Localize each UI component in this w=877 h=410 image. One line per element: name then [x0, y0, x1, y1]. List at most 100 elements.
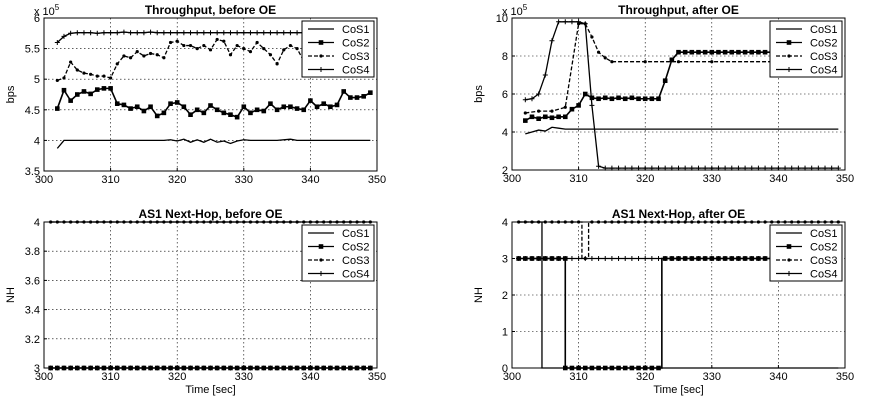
data-point [616, 365, 621, 371]
data-point [81, 30, 87, 36]
data-point [582, 91, 588, 97]
legend-label: CoS2 [810, 242, 838, 254]
y-tick-label: 3.4 [25, 305, 40, 317]
y-tick-label: 3 [502, 254, 508, 266]
legend-entry-CoS2: CoS2 [776, 38, 838, 50]
legend-entry-CoS3: CoS3 [776, 255, 838, 267]
data-point [308, 220, 312, 224]
x-axis-label: Time [sec] [653, 384, 703, 396]
data-point [523, 111, 527, 115]
legend-label: CoS4 [342, 269, 370, 281]
data-point [248, 50, 253, 54]
data-point [702, 256, 708, 261]
data-point [135, 50, 139, 54]
data-point [74, 30, 80, 36]
data-point [69, 220, 73, 224]
data-point [762, 165, 768, 171]
legend-box [769, 20, 843, 78]
data-point [609, 256, 615, 261]
data-point [715, 256, 721, 261]
data-point [202, 220, 206, 224]
x-axis-label: Time [sec] [185, 384, 235, 396]
data-point [128, 106, 133, 111]
legend-entry-CoS1: CoS1 [776, 228, 838, 240]
data-point [536, 116, 541, 121]
data-point [95, 74, 99, 78]
legend-label: CoS1 [342, 228, 370, 240]
data-point [576, 103, 581, 108]
data-point [810, 220, 814, 224]
series-line-CoS4 [56, 31, 318, 43]
data-point [362, 220, 366, 224]
data-point [735, 256, 741, 261]
data-point [830, 220, 834, 224]
data-point [569, 365, 575, 371]
data-point [94, 87, 100, 92]
data-point [689, 165, 695, 171]
data-point [267, 365, 273, 371]
data-point [48, 365, 54, 371]
series-CoS4 [516, 256, 841, 261]
data-point [602, 256, 608, 261]
data-point [550, 109, 554, 113]
data-point [161, 365, 167, 371]
data-point [689, 49, 695, 55]
data-point [562, 19, 568, 25]
data-point [829, 165, 835, 171]
data-point [656, 220, 661, 224]
data-point [275, 62, 279, 66]
data-point [221, 110, 227, 116]
data-point [610, 60, 614, 64]
data-point [287, 30, 293, 36]
data-point [109, 76, 113, 80]
data-point [134, 30, 140, 36]
data-point [321, 101, 327, 106]
data-point [590, 220, 594, 224]
legend-entry-CoS1: CoS1 [308, 228, 370, 240]
data-point [796, 220, 800, 224]
legend-label: CoS1 [810, 24, 838, 36]
data-point [201, 110, 207, 116]
data-point [722, 165, 728, 171]
data-point [201, 365, 207, 371]
legend-marker [318, 40, 324, 45]
data-point [809, 165, 815, 171]
data-point [835, 165, 841, 171]
data-point [334, 102, 340, 108]
data-point [690, 220, 694, 224]
data-point [570, 220, 574, 224]
data-point [114, 30, 120, 36]
data-point [589, 102, 595, 108]
data-point [750, 220, 754, 224]
data-point [241, 104, 247, 110]
x-tick-label: 300 [503, 371, 521, 383]
data-point [208, 365, 213, 371]
data-point [95, 220, 99, 224]
data-point [235, 43, 239, 48]
data-point [649, 165, 655, 171]
x-tick-label: 350 [836, 371, 854, 383]
data-point [234, 365, 240, 371]
data-point [274, 107, 280, 113]
data-point [268, 101, 273, 106]
data-point [215, 37, 219, 42]
data-point [716, 220, 721, 224]
x-tick-label: 340 [769, 173, 787, 185]
data-point [115, 62, 119, 66]
data-point [221, 365, 227, 371]
data-point [128, 30, 134, 36]
data-point [281, 30, 287, 36]
data-point [108, 365, 114, 371]
data-point [716, 49, 721, 55]
data-point [254, 365, 260, 371]
data-point [696, 49, 701, 55]
y-tick-label: 4 [502, 127, 508, 139]
data-point [301, 107, 307, 113]
data-point [61, 87, 67, 93]
y-tick-label: 3.5 [25, 166, 40, 178]
data-point [141, 108, 147, 114]
legend-label: CoS2 [810, 38, 838, 50]
data-point [49, 220, 53, 224]
data-point [288, 104, 293, 110]
